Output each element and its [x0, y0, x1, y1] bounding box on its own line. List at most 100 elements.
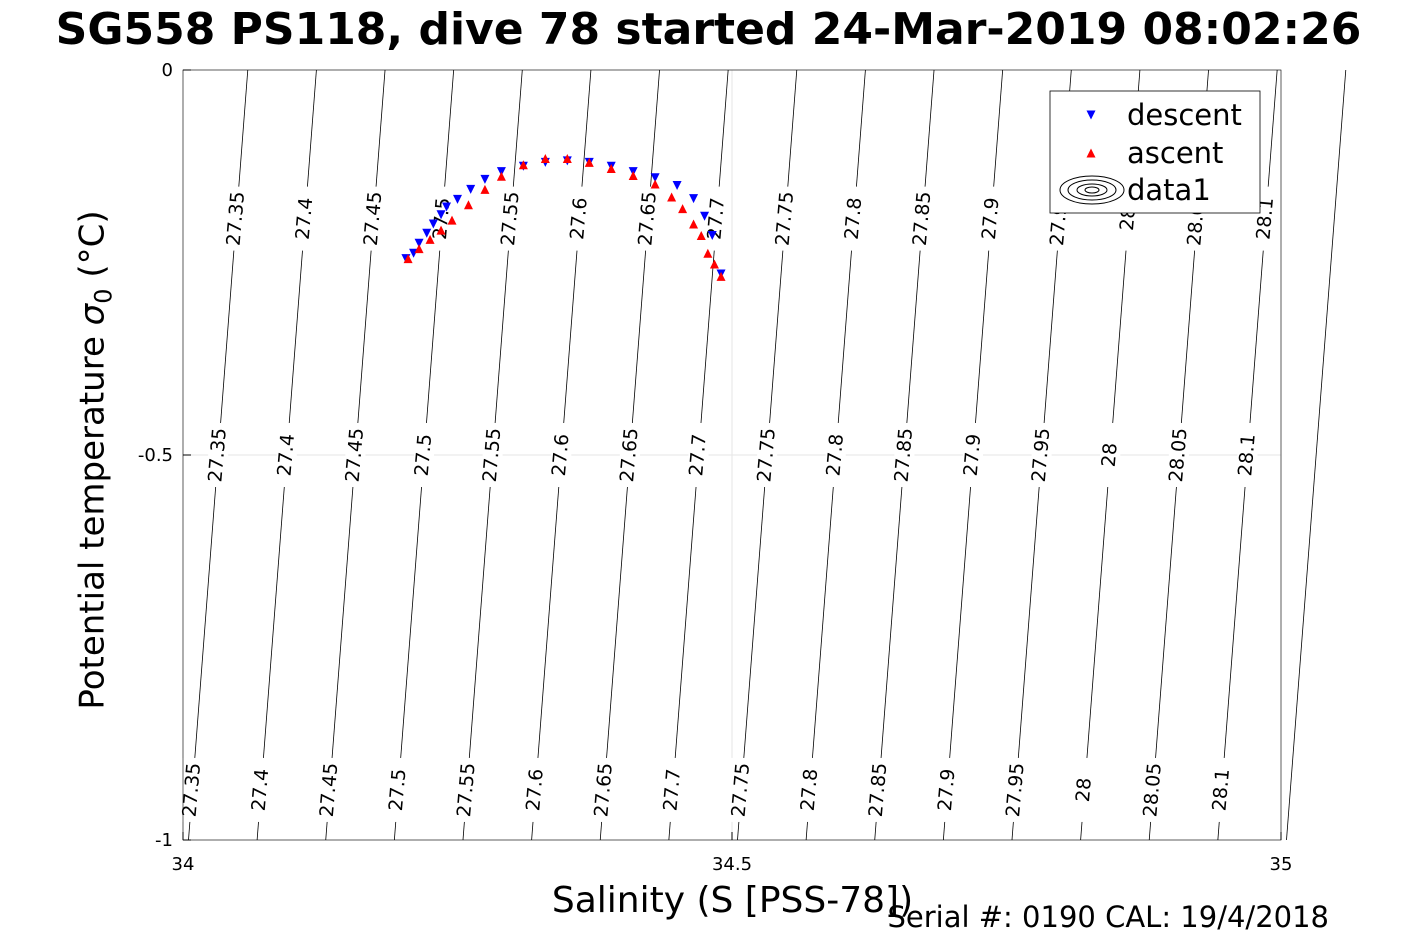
- data-point-descent: [650, 173, 660, 183]
- isopycnal-label: 27.9: [978, 197, 1004, 241]
- isopycnal-label: 27.8: [822, 433, 848, 477]
- isopycnal-label: 27.45: [360, 191, 387, 247]
- x-tick-label: 35: [1270, 854, 1293, 875]
- data-point-descent: [453, 194, 462, 204]
- data-point-ascent: [403, 254, 413, 264]
- data-point-ascent: [463, 200, 473, 210]
- isopycnal-label: 27.4: [248, 768, 274, 812]
- isopycnal-label: 27.75: [728, 762, 755, 818]
- legend-marker-data1: [1084, 186, 1100, 194]
- isopycnal-label: 28.05: [1139, 762, 1166, 818]
- data-point-descent: [428, 219, 438, 229]
- isopycnal-label: 28.1: [1234, 433, 1260, 477]
- isopycnal-label: 27.9: [960, 433, 986, 477]
- legend-marker-data1: [1059, 175, 1125, 205]
- data-point-ascent: [540, 154, 550, 164]
- isopycnal-label: 27.7: [703, 197, 729, 241]
- isopycnal-label: 27.5: [411, 433, 437, 477]
- data-point-ascent: [562, 154, 572, 164]
- data-point-ascent: [716, 271, 726, 281]
- data-point-ascent: [414, 244, 424, 254]
- legend-marker-ascent: [1086, 148, 1096, 158]
- isopycnal-label: 27.85: [865, 762, 892, 818]
- isopycnal-label: 27.5: [385, 768, 411, 812]
- data-point-descent: [422, 228, 432, 238]
- legend-marker-descent: [1086, 110, 1096, 120]
- isopycnal-label: 27.6: [566, 197, 592, 241]
- isopycnal-label: 27.65: [590, 762, 617, 818]
- data-point-ascent: [496, 171, 506, 181]
- isopycnal-label: 27.95: [1028, 427, 1055, 483]
- isopycnal-label: 27.6: [548, 433, 574, 477]
- isopycnal-label: 28.05: [1165, 427, 1192, 483]
- isopycnal-label: 27.6: [522, 768, 548, 812]
- legend-label-data1: data1: [1127, 173, 1211, 207]
- data-point-ascent: [689, 219, 699, 229]
- isopycnal-label: 28.1: [1208, 768, 1234, 812]
- isopycnal-label: 28: [1072, 777, 1096, 803]
- data-point-ascent: [606, 164, 616, 174]
- data-point-descent: [700, 211, 710, 221]
- isopycnal-label: 27.55: [479, 427, 506, 483]
- isopycnal-label: 27.4: [292, 197, 318, 241]
- isopycnal-label: 27.65: [616, 427, 643, 483]
- isopycnal-label: 27.65: [634, 191, 661, 247]
- data-point-ascent: [703, 248, 713, 258]
- data-point-descent: [442, 202, 452, 212]
- data-point-ascent: [425, 234, 435, 244]
- data-point-ascent: [667, 192, 677, 202]
- y-tick-label: -0.5: [138, 445, 173, 466]
- isopycnal-label: 27.85: [909, 191, 936, 247]
- isopycnal-label: 27.95: [1002, 762, 1029, 818]
- data-point-ascent: [518, 160, 528, 170]
- isopycnal-label: 27.45: [342, 427, 369, 483]
- isopycnal-label: 27.55: [497, 191, 524, 247]
- data-point-descent: [707, 231, 717, 241]
- isopycnal-label: 27.85: [891, 427, 918, 483]
- data-point-descent: [414, 238, 424, 248]
- isopycnal-label: 27.55: [453, 762, 480, 818]
- data-point-ascent: [480, 184, 490, 194]
- data-point-descent: [672, 181, 682, 190]
- data-point-descent: [480, 174, 490, 184]
- data-point-ascent: [628, 170, 638, 180]
- data-point-descent: [466, 184, 476, 194]
- data-point-ascent: [696, 231, 706, 241]
- legend-label-ascent: ascent: [1127, 136, 1223, 170]
- isopycnal-label: 27.9: [934, 768, 960, 812]
- isopycnal-label: 27.7: [685, 433, 711, 477]
- isopycnal-label: 27.75: [753, 427, 780, 483]
- isopycnal-label: 27.35: [204, 427, 231, 483]
- isopycnal-label: 28: [1098, 442, 1122, 468]
- data-point-ascent: [436, 225, 446, 235]
- data-point-ascent: [584, 157, 594, 167]
- isopycnal-label: 27.7: [659, 768, 685, 812]
- isopycnal-label: 27.8: [797, 768, 823, 812]
- data-point-descent: [496, 167, 506, 177]
- x-tick-label: 34: [172, 854, 195, 875]
- data-point-ascent: [447, 215, 457, 225]
- x-tick-label: 34.5: [712, 854, 752, 875]
- y-tick-label: -1: [155, 830, 173, 851]
- legend-label-descent: descent: [1127, 98, 1242, 132]
- legend-marker-data1: [1067, 179, 1117, 201]
- isopycnal-label: 27.4: [273, 433, 299, 477]
- y-tick-label: 0: [162, 60, 173, 81]
- isopycnal-label: 27.35: [223, 191, 250, 247]
- data-point-ascent: [678, 204, 688, 214]
- isopycnal-label: 27.8: [841, 197, 867, 241]
- legend-box: [1049, 90, 1261, 214]
- isopycnal-label: 27.45: [316, 762, 343, 818]
- x-axis-label: Salinity (S [PSS-78]): [551, 880, 914, 921]
- legend-marker-data1: [1076, 183, 1108, 197]
- isopycnal-line: [1286, 69, 1347, 841]
- isopycnal-label: 27.75: [772, 191, 799, 247]
- data-point-ascent: [709, 259, 719, 269]
- data-point-descent: [689, 194, 699, 204]
- data-point-ascent: [650, 179, 660, 189]
- y-axis-label: Potential temperature σ0 (°C): [72, 210, 118, 710]
- data-point-descent: [436, 210, 446, 220]
- serial-calibration-note: Serial #: 0190 CAL: 19/4/2018: [887, 900, 1329, 934]
- chart-title: SG558 PS118, dive 78 started 24-Mar-2019…: [55, 4, 1362, 55]
